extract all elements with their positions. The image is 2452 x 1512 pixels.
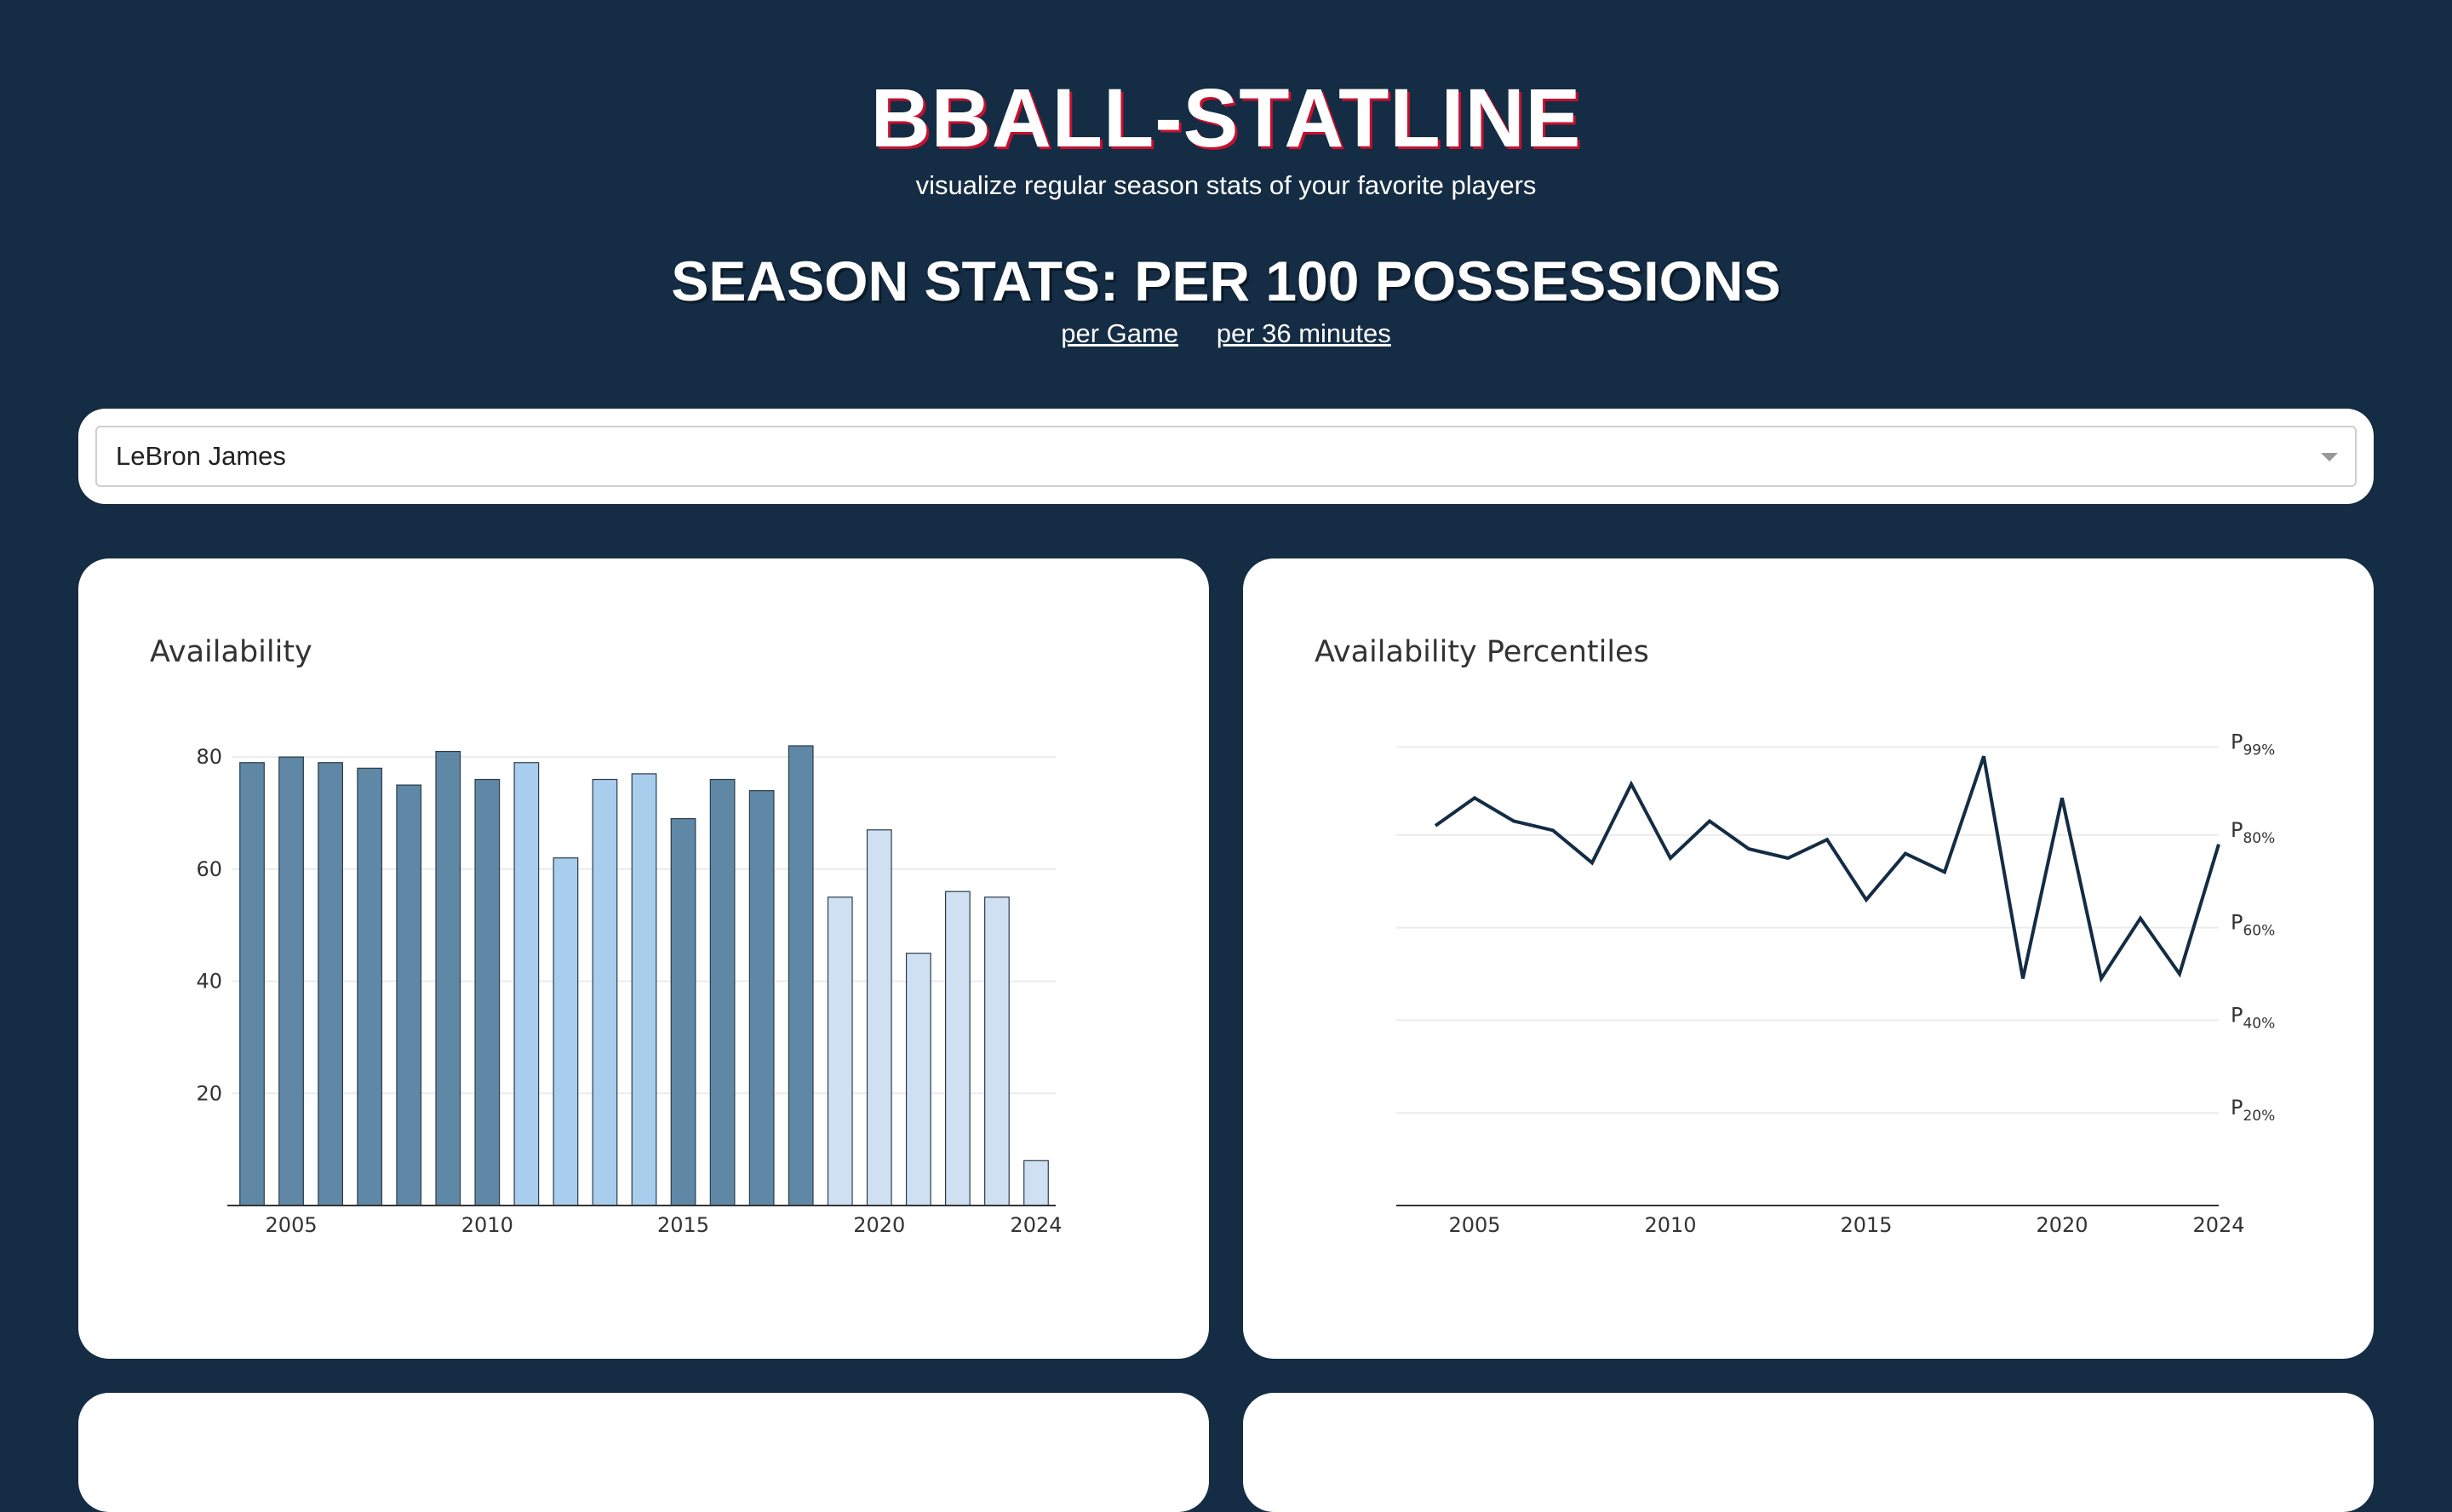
percentile-point-2011[interactable]: [1704, 816, 1715, 826]
line-y-tick-label: P80%: [2231, 818, 2275, 847]
line-y-tick-label: P60%: [2231, 911, 2275, 940]
bar-2016[interactable]: [709, 778, 736, 1206]
line-x-tick-label: 2024: [2192, 1213, 2244, 1237]
section-title: SEASON STATS: PER 100 POSSESSIONS: [671, 249, 1781, 312]
bar-2005[interactable]: [278, 756, 304, 1206]
line-x-tick-label: 2005: [1448, 1213, 1500, 1237]
bar-2014[interactable]: [631, 773, 657, 1206]
availability-chart-title: Availability: [150, 635, 312, 669]
percentile-point-2012[interactable]: [1744, 844, 1754, 854]
bar-2019[interactable]: [827, 896, 853, 1206]
chevron-down-icon[interactable]: [2321, 453, 2338, 461]
player-select-value: LeBron James: [116, 441, 286, 471]
availability-card: Availability 20 40 60 80 2005 2010 2015 2020 202…: [78, 558, 1209, 1359]
bar-y-tick-label: 60: [196, 857, 222, 881]
bar-2010[interactable]: [474, 778, 501, 1206]
bar-2013[interactable]: [592, 778, 618, 1206]
bar-2021[interactable]: [905, 953, 931, 1206]
line-y-tick-label: P20%: [2231, 1096, 2275, 1125]
bar-x-tick-label: 2010: [461, 1213, 513, 1237]
per-36-minutes-link[interactable]: per 36 minutes: [1216, 318, 1391, 348]
line-y-tick-label: P99%: [2231, 730, 2275, 759]
bar-2011[interactable]: [513, 762, 540, 1206]
line-y-tick-label: P40%: [2231, 1003, 2275, 1032]
line-x-tick-label: 2015: [1840, 1213, 1892, 1237]
bar-2017[interactable]: [748, 790, 775, 1206]
percentile-point-2021[interactable]: [2096, 973, 2106, 983]
stats-card-4: [1243, 1393, 2374, 1512]
bar-y-tick-label: 40: [196, 970, 222, 994]
bar-2020[interactable]: [866, 829, 892, 1206]
bar-2024[interactable]: [1023, 1160, 1049, 1206]
percentile-point-2024[interactable]: [2214, 839, 2224, 850]
per-game-link[interactable]: per Game: [1061, 318, 1179, 348]
percentile-point-2008[interactable]: [1587, 857, 1597, 868]
bar-2015[interactable]: [670, 818, 696, 1206]
availability-bar-chart: 20 40 60 80 2005 2010 2015 2020 2024: [196, 745, 1062, 1237]
bar-x-tick-label: 2024: [1010, 1213, 1062, 1237]
bar-y-tick-label: 80: [196, 745, 222, 769]
percentile-point-2020[interactable]: [2057, 793, 2067, 803]
player-select[interactable]: LeBron James: [95, 426, 2357, 487]
availability-percentiles-line-chart: P20% P40% P60% P80% P99% 2005 2010 2015 2020 2024: [1396, 730, 2275, 1237]
bar-2009[interactable]: [435, 750, 461, 1206]
player-selector-card: LeBron James: [78, 409, 2374, 504]
percentile-point-2019[interactable]: [2018, 973, 2028, 983]
percentile-point-2022[interactable]: [2135, 914, 2146, 924]
bar-2006[interactable]: [318, 762, 343, 1206]
app-title: BBALL-STATLINE: [870, 72, 1582, 164]
bar-2008[interactable]: [396, 784, 422, 1206]
bar-y-tick-label: 20: [196, 1081, 222, 1105]
bar-x-tick-label: 2020: [853, 1213, 905, 1237]
bar-2023[interactable]: [984, 896, 1010, 1206]
percentile-point-2016[interactable]: [1900, 849, 1911, 859]
percentile-point-2006[interactable]: [1509, 816, 1519, 826]
bar-2007[interactable]: [357, 767, 383, 1206]
mode-links: per Game per 36 minutes: [0, 317, 2452, 351]
percentile-point-2023[interactable]: [2174, 969, 2185, 979]
percentile-point-2007[interactable]: [1548, 825, 1558, 835]
percentile-point-2010[interactable]: [1665, 853, 1676, 863]
percentile-point-2018[interactable]: [1979, 751, 1989, 761]
bar-2004[interactable]: [239, 762, 265, 1206]
percentile-point-2013[interactable]: [1783, 853, 1793, 863]
availability-percentiles-chart-title: Availability Percentiles: [1315, 635, 1649, 669]
stats-card-3: [78, 1393, 1209, 1512]
bar-x-tick-label: 2005: [266, 1213, 318, 1237]
percentile-series-line: [1434, 755, 2220, 983]
percentile-point-2005[interactable]: [1469, 793, 1480, 803]
percentile-point-2015[interactable]: [1861, 895, 1871, 905]
percentile-point-2017[interactable]: [1939, 867, 1950, 877]
bar-2022[interactable]: [945, 891, 971, 1206]
line-x-tick-label: 2010: [1644, 1213, 1696, 1237]
percentile-point-2004[interactable]: [1430, 821, 1441, 831]
percentile-point-2014[interactable]: [1822, 834, 1832, 845]
app-subtitle: visualize regular season stats of your f…: [915, 170, 1537, 200]
bar-x-tick-label: 2015: [657, 1213, 709, 1237]
percentile-point-2009[interactable]: [1626, 779, 1636, 789]
line-x-tick-label: 2020: [2036, 1213, 2088, 1237]
availability-percentiles-card: Availability Percentiles P20% P40% P60% P80…: [1243, 558, 2374, 1359]
bar-2018[interactable]: [788, 745, 814, 1206]
bar-2012[interactable]: [553, 857, 579, 1206]
